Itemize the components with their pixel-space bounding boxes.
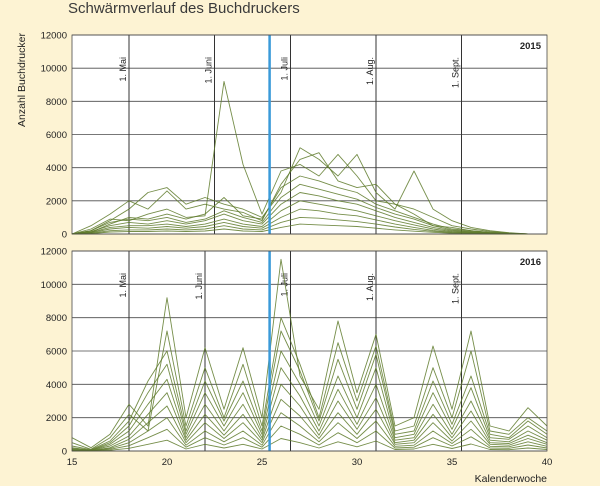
panel-year-label: 2016 — [520, 257, 541, 268]
panel-2016: 0 2000 4000 6000 8000 10000 12000 1. Mai 1. Juni… — [41, 247, 553, 469]
x-axis-label: Kalenderwoche — [475, 473, 548, 485]
x-tick-label: 15 — [67, 457, 78, 468]
month-label: 1. Juni — [194, 273, 204, 300]
y-axis-label: Anzahl Buchdrucker — [16, 33, 28, 127]
y-tick-label: 2000 — [46, 196, 67, 207]
series-line — [71, 425, 548, 452]
series-line — [71, 216, 529, 235]
month-label: 1. Sept. — [451, 57, 461, 88]
series-line — [71, 367, 548, 451]
panel-2015: 0 2000 4000 6000 8000 10000 12000 1. Mai 1. Juni… — [41, 31, 548, 241]
series-line — [71, 152, 529, 235]
x-tick-label: 25 — [257, 457, 268, 468]
series-line — [71, 383, 548, 451]
series-line — [71, 175, 529, 235]
series-line — [71, 147, 529, 235]
month-label: 1. Mai — [118, 273, 128, 298]
month-label: 1. Aug. — [365, 57, 375, 85]
y-tick-label: 10000 — [41, 280, 67, 291]
y-tick-label: 2000 — [46, 413, 67, 424]
month-label: 1. Aug. — [365, 273, 375, 301]
series-line — [71, 183, 529, 235]
y-tick-label: 12000 — [41, 31, 67, 42]
series-line — [71, 192, 529, 235]
chart-title: Schwärmverlauf des Buchdruckers — [68, 0, 300, 17]
x-tick-label: 40 — [542, 457, 553, 468]
series-line — [71, 208, 529, 235]
y-tick-label: 12000 — [41, 247, 67, 258]
series-line — [71, 438, 548, 452]
y-tick-label: 8000 — [46, 97, 67, 108]
month-label: 1. Mai — [118, 57, 128, 82]
y-tick-label: 8000 — [46, 313, 67, 324]
series-line — [71, 350, 548, 451]
x-tick-label: 30 — [352, 457, 363, 468]
month-label: 1. Sept. — [451, 273, 461, 304]
y-tick-label: 0 — [62, 447, 67, 458]
y-tick-label: 6000 — [46, 130, 67, 141]
month-label: 1. Juni — [204, 57, 214, 84]
y-tick-label: 10000 — [41, 64, 67, 75]
x-tick-label: 20 — [162, 457, 173, 468]
y-tick-label: 4000 — [46, 163, 67, 174]
y-tick-label: 6000 — [46, 347, 67, 358]
panels: 0 2000 4000 6000 8000 10000 12000 1. Mai 1. Juni… — [41, 31, 553, 469]
plot-frame — [71, 250, 548, 452]
series-line — [71, 317, 548, 450]
series-line — [71, 258, 548, 449]
month-label: 1. Juli — [280, 273, 290, 297]
series-line — [71, 398, 548, 452]
series-line — [71, 330, 548, 451]
series-line — [71, 223, 529, 235]
panel-year-label: 2015 — [520, 41, 542, 52]
series-line — [71, 200, 529, 235]
y-tick-label: 0 — [62, 230, 67, 241]
series-line — [71, 412, 548, 452]
series-line — [71, 80, 529, 235]
y-tick-label: 4000 — [46, 380, 67, 391]
x-tick-label: 35 — [447, 457, 458, 468]
month-label: 1. Juli — [280, 57, 290, 81]
plot-frame — [71, 34, 548, 235]
